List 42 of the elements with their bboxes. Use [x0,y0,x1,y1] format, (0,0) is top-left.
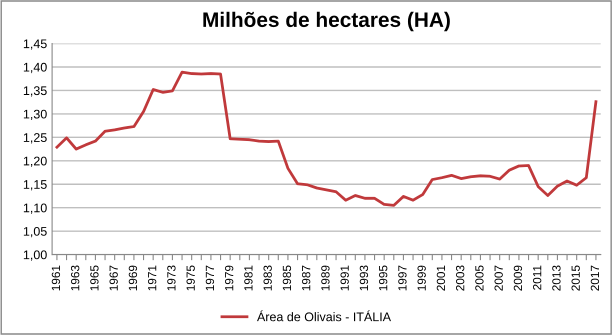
x-tick-label: 1971 [148,266,156,290]
x-tick-label: 1999 [417,266,426,290]
x-tick-label: 2005 [475,266,484,291]
x-tick-label: 1979 [224,266,234,290]
x-tick-label: 2003 [456,266,464,291]
x-tick-label: 1961 [52,266,60,290]
x-tick-label: 1985 [282,266,292,290]
x-tick-label: 2001 [436,266,446,291]
x-tick-label: 1991 [340,266,349,290]
legend-label: Área de Olivais - ITÁLIA [256,310,392,322]
y-tick-label: 1,15 [24,180,47,190]
chart-title: Milhões de hectares (HA) [203,12,450,32]
line-series [56,70,598,207]
x-tick-label: 1981 [244,266,253,290]
x-tick-label: 1967 [109,266,118,290]
y-tick-label: 1,30 [24,110,47,120]
x-tick-label: 1993 [360,266,368,290]
y-tick-label: 1,45 [24,39,47,50]
x-tick-label: 1975 [186,266,195,290]
x-tick-label: 2015 [571,266,580,291]
y-tick-label: 1,40 [24,62,47,74]
y-tick-label: 1,05 [24,226,47,238]
x-tick-label: 1995 [378,266,388,290]
x-tick-label: 1987 [302,266,310,290]
x-tick-label: 2013 [552,266,561,291]
x-tick-label: 1989 [321,266,330,290]
x-tick-label: 2007 [494,266,503,291]
x-tick-label: 1997 [398,266,407,290]
x-tick-label: 2009 [514,266,522,291]
y-tick-label: 1,25 [24,133,47,144]
x-tick-label: 1965 [90,266,99,290]
x-tick-label: 1963 [70,266,80,290]
x-tick-label: 1983 [263,266,272,290]
x-tick-label: 1973 [167,266,176,290]
y-tick-label: 1,10 [24,204,47,214]
x-tick-label: 1977 [206,266,214,290]
y-tick-label: 1,00 [24,250,47,261]
y-tick-label: 1,35 [24,86,47,97]
x-tick-label: 1969 [128,266,138,290]
x-tick-label: 2017 [590,266,600,291]
x-tick-label: 2011 [532,266,542,290]
y-tick-label: 1,20 [24,156,47,167]
